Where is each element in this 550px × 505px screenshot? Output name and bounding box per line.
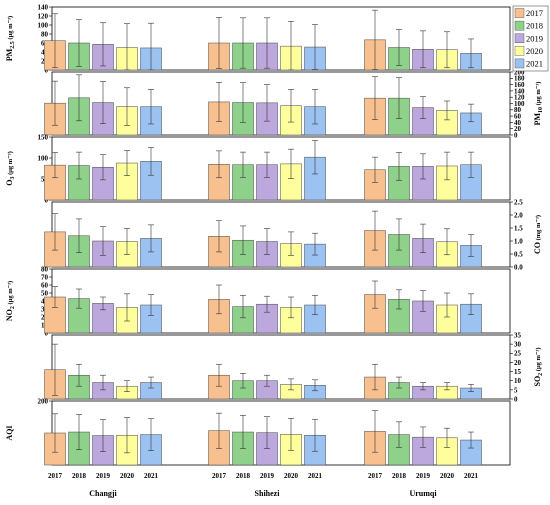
y-tick-label: 200 [38, 397, 49, 405]
x-tick-label: 2019 [416, 472, 431, 480]
y-axis-label-o3: O3 (μg m⁻³) [5, 151, 16, 186]
y-tick-label: 0 [514, 395, 518, 403]
y-tick-label: 100 [38, 154, 49, 162]
y-tick-label: 120 [38, 12, 49, 20]
y-tick-label: 30 [514, 341, 522, 349]
y-axis-label-pm10: PM10 (μg m⁻³) [533, 82, 544, 126]
y-tick-label: 140 [38, 3, 49, 11]
y-tick-label: 60 [514, 113, 522, 121]
y-tick-label: 160 [514, 81, 525, 89]
x-tick-label: 2019 [96, 472, 111, 480]
y-tick-label: 100 [38, 21, 49, 29]
site-label-Changji: Changji [89, 489, 117, 498]
y-axis-label-no2: NO2 (μg m⁻³) [5, 281, 16, 321]
x-tick-label: 2021 [308, 472, 323, 480]
y-tick-label: 0.0 [514, 263, 523, 271]
legend-swatch-2019 [514, 33, 525, 44]
y-tick-label: 2.0 [514, 211, 523, 219]
plot-area: 020406080100120140PM2.5 (μg m⁻³)02040608… [5, 3, 544, 498]
y-tick-label: 80 [41, 265, 49, 273]
y-tick-label: 120 [514, 94, 525, 102]
legend-swatch-2017 [514, 8, 525, 18]
y-tick-label: 150 [38, 133, 49, 141]
y-tick-label: 200 [514, 68, 525, 76]
legend-swatch-2020 [514, 46, 525, 56]
y-tick-label: 0 [514, 131, 518, 139]
x-tick-label: 2021 [464, 472, 479, 480]
y-axis-label-co: CO (mg m⁻³) [533, 215, 542, 254]
y-tick-label: 2.5 [514, 198, 523, 206]
y-tick-label: 10 [514, 377, 522, 385]
y-tick-label: 25 [514, 350, 522, 358]
y-tick-label: 5 [514, 386, 518, 394]
x-tick-label: 2019 [260, 472, 275, 480]
y-tick-label: 100 [514, 100, 525, 108]
x-tick-label: 2017 [212, 472, 227, 480]
y-axis-label-so2: SO2 (μg m⁻³) [533, 348, 544, 387]
y-tick-label: 60 [41, 281, 49, 289]
legend-label-2020: 2020 [526, 46, 543, 56]
x-tick-label: 2018 [392, 472, 407, 480]
x-tick-label: 2020 [120, 472, 135, 480]
y-tick-label: 35 [514, 331, 522, 339]
legend-label-2021: 2021 [526, 59, 543, 69]
y-tick-label: 0 [45, 66, 49, 74]
legend-swatch-2021 [514, 58, 525, 69]
y-tick-label: 140 [514, 87, 525, 95]
legend-label-2017: 2017 [526, 8, 543, 18]
x-tick-label: 2018 [236, 472, 251, 480]
y-tick-label: 180 [514, 75, 525, 83]
x-tick-label: 2017 [48, 472, 63, 480]
y-tick-label: 1.0 [514, 237, 523, 245]
x-tick-label: 2020 [284, 472, 299, 480]
site-label-Shihezi: Shihezi [255, 489, 281, 498]
y-tick-label: 40 [514, 119, 522, 127]
y-tick-label: 80 [514, 106, 522, 114]
site-label-Urumqi: Urumqi [409, 489, 437, 498]
y-tick-label: 20 [514, 125, 522, 133]
y-tick-label: 70 [41, 273, 49, 281]
x-tick-label: 2018 [72, 472, 87, 480]
y-tick-label: 0 [45, 196, 49, 204]
y-tick-label: 0.5 [514, 250, 523, 258]
legend: 2017 2018 2019 2020 2021 [512, 5, 549, 72]
y-axis-label-pm25: PM2.5 (μg m⁻³) [5, 16, 16, 61]
x-tick-label: 2021 [144, 472, 159, 480]
y-tick-label: 1.5 [514, 224, 523, 232]
y-tick-label: 50 [41, 289, 49, 297]
x-tick-label: 2020 [440, 472, 455, 480]
y-tick-label: 20 [514, 359, 522, 367]
y-tick-label: 0 [45, 329, 49, 337]
legend-swatch-2018 [514, 20, 525, 31]
legend-label-2018: 2018 [526, 21, 543, 31]
y-axis-label-aqi: AQI [5, 425, 14, 440]
y-tick-label: 15 [514, 368, 522, 376]
y-tick-label: 80 [41, 30, 49, 38]
legend-label-2019: 2019 [526, 33, 543, 43]
x-tick-label: 2017 [368, 472, 383, 480]
